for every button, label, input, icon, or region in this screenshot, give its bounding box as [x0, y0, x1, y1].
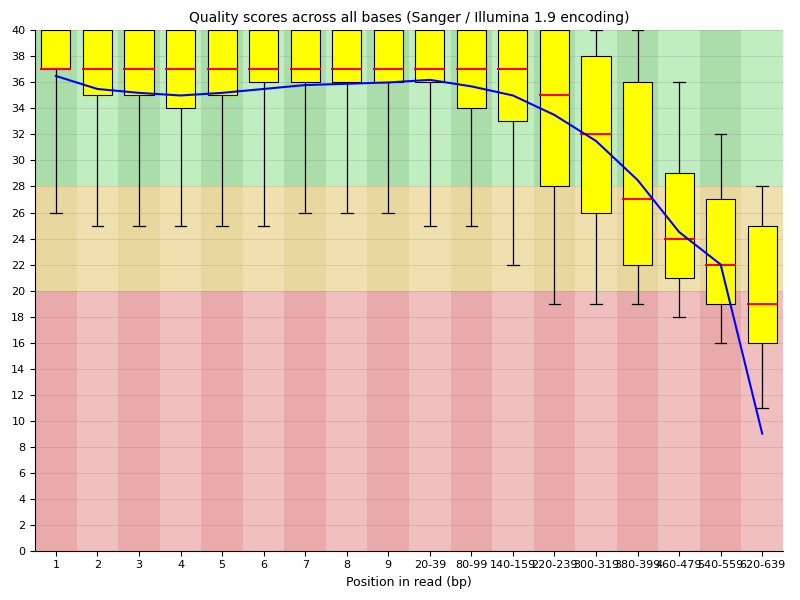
Bar	[77, 187, 118, 290]
X-axis label: Position in read (bp): Position in read (bp)	[346, 576, 472, 589]
Bar	[534, 31, 575, 187]
Bar	[207, 31, 237, 95]
Bar	[748, 226, 777, 343]
Bar	[77, 31, 118, 187]
Bar	[243, 187, 284, 290]
Bar	[450, 290, 492, 551]
Bar	[575, 290, 617, 551]
Bar	[617, 187, 658, 290]
Bar	[35, 31, 77, 187]
Bar	[658, 290, 700, 551]
Bar	[700, 290, 742, 551]
Bar	[409, 31, 450, 187]
Bar	[243, 31, 284, 187]
Bar	[202, 187, 243, 290]
Bar	[700, 31, 742, 187]
Bar	[77, 290, 118, 551]
Bar	[284, 187, 326, 290]
Bar	[367, 31, 409, 187]
Bar	[284, 31, 326, 187]
Bar	[742, 187, 783, 290]
Bar	[118, 187, 160, 290]
Bar	[35, 187, 77, 290]
Bar	[326, 31, 367, 187]
Bar	[658, 31, 700, 187]
Bar	[284, 290, 326, 551]
Bar	[498, 31, 527, 121]
Bar	[658, 187, 700, 290]
Bar	[326, 187, 367, 290]
Bar	[243, 290, 284, 551]
Bar	[540, 31, 569, 187]
Bar	[374, 31, 403, 82]
Bar	[492, 290, 534, 551]
Bar	[575, 31, 617, 187]
Bar	[492, 31, 534, 187]
Bar	[166, 31, 195, 109]
Bar	[415, 31, 444, 82]
Bar	[450, 31, 492, 187]
Bar	[742, 290, 783, 551]
Bar	[450, 187, 492, 290]
Bar	[665, 173, 694, 278]
Bar	[409, 187, 450, 290]
Bar	[582, 56, 610, 212]
Bar	[409, 290, 450, 551]
Title: Quality scores across all bases (Sanger / Illumina 1.9 encoding): Quality scores across all bases (Sanger …	[189, 11, 630, 25]
Bar	[35, 290, 77, 551]
Bar	[617, 290, 658, 551]
Bar	[202, 290, 243, 551]
Bar	[367, 187, 409, 290]
Bar	[160, 187, 202, 290]
Bar	[326, 290, 367, 551]
Bar	[623, 82, 652, 265]
Bar	[160, 31, 202, 187]
Bar	[290, 31, 320, 82]
Bar	[742, 31, 783, 187]
Bar	[118, 290, 160, 551]
Bar	[617, 31, 658, 187]
Bar	[160, 290, 202, 551]
Bar	[700, 187, 742, 290]
Bar	[202, 31, 243, 187]
Bar	[575, 187, 617, 290]
Bar	[249, 31, 278, 82]
Bar	[457, 31, 486, 109]
Bar	[534, 290, 575, 551]
Bar	[706, 199, 735, 304]
Bar	[332, 31, 362, 82]
Bar	[125, 31, 154, 95]
Bar	[534, 187, 575, 290]
Bar	[42, 31, 70, 70]
Bar	[118, 31, 160, 187]
Bar	[367, 290, 409, 551]
Bar	[83, 31, 112, 95]
Bar	[492, 187, 534, 290]
